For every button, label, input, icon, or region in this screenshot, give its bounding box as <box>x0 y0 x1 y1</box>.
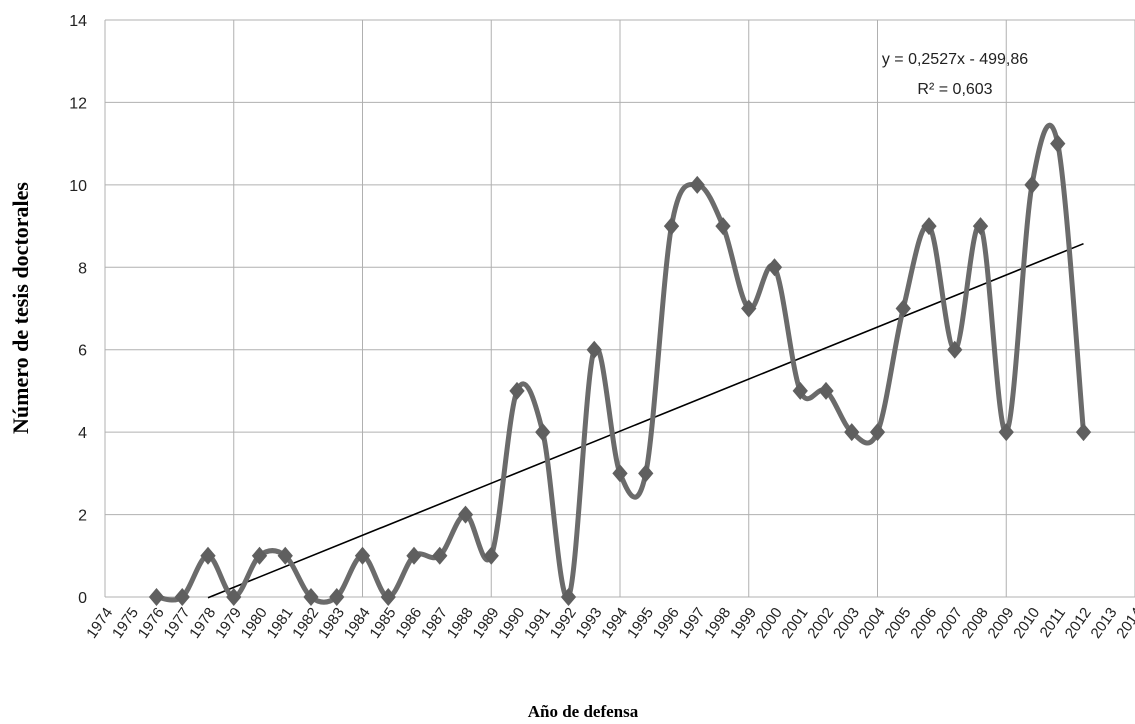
data-point-marker <box>535 423 551 442</box>
x-tick-label: 1979 <box>212 605 245 642</box>
x-tick-label: 2001 <box>778 605 811 642</box>
x-tick-label: 2011 <box>1037 605 1069 641</box>
x-tick-label: 1989 <box>469 605 502 642</box>
x-tick-label: 2006 <box>907 605 940 642</box>
y-tick-label: 14 <box>69 13 87 30</box>
series-line <box>154 122 1086 605</box>
x-tick-label: 1996 <box>650 605 683 642</box>
y-tick-label: 2 <box>78 508 87 525</box>
data-point-marker <box>354 546 371 565</box>
x-tick-label: 1986 <box>392 605 425 642</box>
x-tick-label: 1980 <box>238 605 271 642</box>
data-point-marker <box>895 299 911 318</box>
data-point-marker <box>251 546 268 565</box>
data-point-marker <box>715 217 731 236</box>
data-point-marker <box>947 340 963 359</box>
data-point-marker <box>638 464 654 483</box>
x-tick-label: 1992 <box>547 605 580 642</box>
data-point-marker <box>226 588 242 606</box>
x-axis-title: Año de defensa <box>528 702 639 721</box>
data-point-marker <box>329 588 345 606</box>
x-tick-label: 1995 <box>624 605 657 642</box>
data-point-marker <box>998 423 1014 442</box>
y-axis-title: Número de tesis doctorales <box>8 182 33 434</box>
x-tick-label: 1987 <box>418 605 451 642</box>
x-tick-label: 1991 <box>521 605 554 642</box>
x-tick-label: 1981 <box>263 605 296 642</box>
x-tick-label: 1985 <box>366 605 399 642</box>
x-tick-label: 2010 <box>1010 605 1043 642</box>
x-tick-label: 1994 <box>598 605 631 642</box>
data-point-marker <box>972 217 989 236</box>
x-tick-label: 2002 <box>804 605 837 642</box>
y-tick-label: 10 <box>69 178 87 195</box>
y-tick-labels: 0 2 4 6 8 10 12 14 <box>69 13 87 607</box>
x-tick-label: 2014 <box>1113 605 1135 642</box>
data-point-marker <box>148 588 165 606</box>
x-tick-label: 1990 <box>495 605 528 642</box>
x-tick-label: 1984 <box>341 605 374 642</box>
y-tick-label: 6 <box>78 343 87 360</box>
data-point-marker <box>921 217 937 236</box>
data-point-marker <box>689 175 705 194</box>
data-point-marker <box>432 546 448 565</box>
data-point-marker <box>406 546 422 565</box>
x-tick-label: 1977 <box>160 605 193 642</box>
trendline-layer <box>207 242 1084 599</box>
data-point-marker <box>792 381 808 400</box>
y-tick-label: 0 <box>78 590 87 607</box>
data-point-marker <box>1050 134 1066 153</box>
data-point-marker <box>483 546 499 565</box>
y-tick-label: 8 <box>78 260 87 277</box>
x-tick-label: 1974 <box>83 605 116 642</box>
x-tick-label: 1983 <box>315 605 348 642</box>
x-tick-label: 1993 <box>572 605 605 642</box>
x-tick-label: 1978 <box>186 605 219 642</box>
data-point-marker <box>586 340 602 359</box>
x-tick-label: 2003 <box>830 605 863 642</box>
data-point-marker <box>303 588 319 606</box>
data-point-marker <box>380 588 396 606</box>
data-point-marker <box>200 546 216 565</box>
trendline-r2: R² = 0,603 <box>917 81 992 98</box>
x-tick-label: 2004 <box>856 605 889 642</box>
trendline <box>207 242 1084 599</box>
x-tick-labels: 1974197519761977197819791980198119821983… <box>83 605 1135 642</box>
data-point-marker <box>869 423 886 442</box>
grid-lines <box>104 19 1135 598</box>
y-tick-label: 12 <box>69 95 87 112</box>
data-point-marker <box>277 546 293 565</box>
data-point-marker <box>612 464 628 483</box>
x-tick-label: 1976 <box>135 605 168 642</box>
data-point-marker <box>457 505 474 524</box>
x-tick-label: 1988 <box>444 605 477 642</box>
x-tick-label: 2012 <box>1062 605 1095 642</box>
x-tick-label: 1982 <box>289 605 322 642</box>
x-tick-label: 1997 <box>675 605 708 642</box>
series-layer <box>148 122 1092 606</box>
data-point-marker <box>1024 175 1040 194</box>
x-tick-label: 1999 <box>727 605 760 642</box>
trendline-equation: y = 0,2527x - 499,86 <box>882 51 1028 68</box>
data-point-marker <box>741 299 757 318</box>
data-point-marker <box>818 381 834 400</box>
data-point-marker <box>560 588 577 606</box>
x-tick-label: 2005 <box>881 605 914 642</box>
x-tick-label: 2007 <box>933 605 966 642</box>
data-point-marker <box>663 217 680 236</box>
x-tick-label: 1998 <box>701 605 734 642</box>
data-point-marker <box>844 423 860 442</box>
x-tick-label: 2000 <box>753 605 786 642</box>
x-tick-label: 2013 <box>1087 605 1120 642</box>
x-tick-label: 1975 <box>109 605 142 642</box>
x-tick-label: 2008 <box>959 605 992 642</box>
data-point-marker <box>1075 423 1092 442</box>
y-tick-label: 4 <box>78 425 87 442</box>
data-point-marker <box>174 588 190 606</box>
data-point-marker <box>509 381 525 400</box>
data-point-marker <box>766 258 783 277</box>
x-tick-label: 2009 <box>984 605 1017 642</box>
